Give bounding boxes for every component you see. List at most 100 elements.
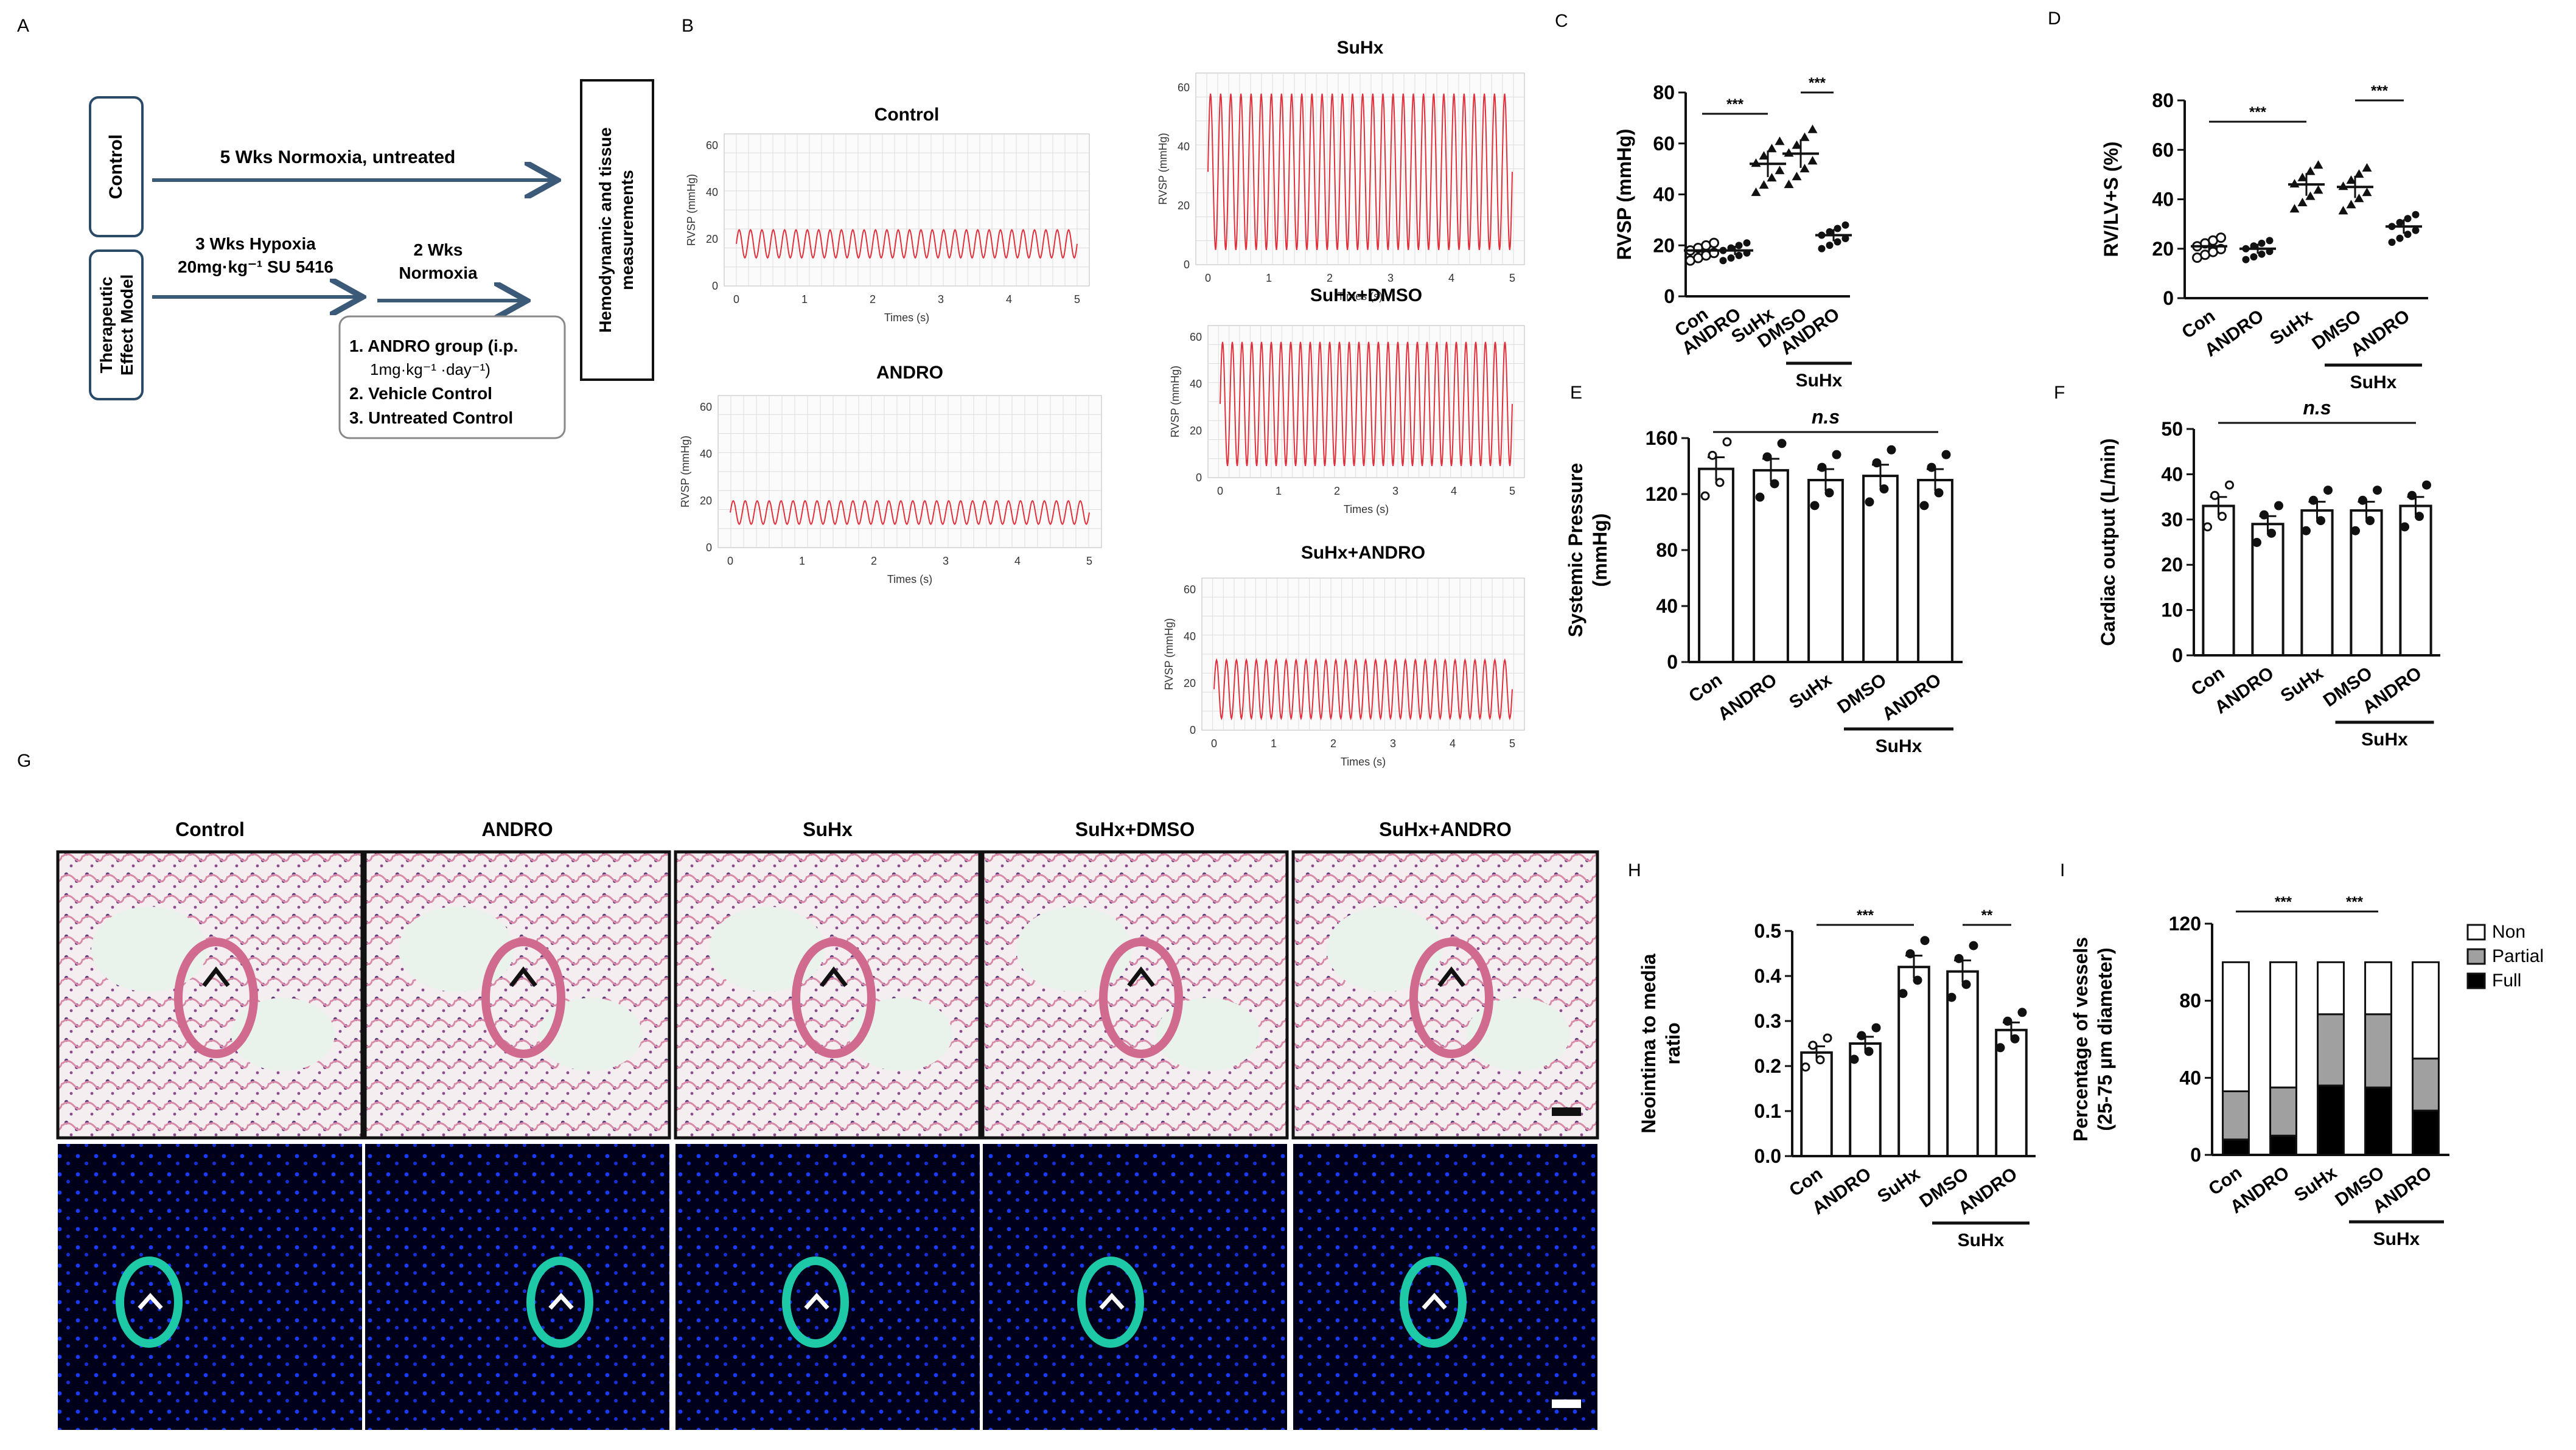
y-tick-label: 40 [2161, 463, 2183, 485]
stacked-segment-full [2364, 1086, 2392, 1156]
y-tick-label: 160 [1646, 427, 1678, 449]
panel-letter-d: D [2048, 9, 2061, 29]
trace-ytick: 40 [706, 186, 718, 198]
data-point [1792, 172, 1802, 181]
arrowhead-marker [1099, 1292, 1125, 1310]
trace-ytick: 20 [700, 495, 712, 507]
data-point [2415, 512, 2424, 521]
trace-ylabel: RVSP (mmHg) [685, 174, 697, 246]
data-point [2242, 256, 2250, 263]
stacked-segment-partial [2222, 1090, 2250, 1141]
data-point [2400, 522, 2409, 532]
data-point [2258, 239, 2266, 247]
data-point [2358, 495, 2367, 505]
data-point [2313, 160, 2323, 169]
fluorescence-micrograph [365, 1144, 669, 1430]
data-point [1700, 491, 1710, 501]
trace-title: SuHx+ANDRO [1301, 543, 1425, 563]
arrow-hypoxia-line2: 20mg·kg⁻¹ SU 5416 [178, 257, 333, 276]
data-point [1767, 144, 1777, 153]
trace-xlabel: Times (s) [1344, 503, 1389, 515]
y-tick-label: 10 [2161, 599, 2183, 621]
fluorescence-micrograph [58, 1144, 362, 1430]
data-point [2354, 193, 2364, 203]
stacked-segment-non [2364, 961, 2392, 1016]
legend-label: Partial [2492, 946, 2544, 966]
bar [1698, 467, 1734, 663]
data-point [1872, 458, 1882, 468]
trace-xtick: 5 [1509, 737, 1515, 750]
data-point [2407, 490, 2417, 500]
data-point [2289, 204, 2300, 213]
ns-label: n.s [2303, 397, 2331, 419]
micrograph-title: SuHx+DMSO [1075, 818, 1195, 840]
stacked-segment-non [2222, 961, 2250, 1093]
data-point [2260, 510, 2269, 520]
y-tick-label: 80 [1656, 539, 1678, 561]
trace-xlabel: Times (s) [1338, 290, 1383, 302]
data-point [1824, 488, 1834, 498]
micrograph-title: SuHx [803, 818, 853, 840]
data-point [1799, 132, 1810, 141]
y-tick-label: 80 [2152, 89, 2174, 111]
trace-ylabel: RVSP (mmHg) [1157, 133, 1169, 204]
y-tick-label: 0 [2172, 644, 2183, 666]
vessel-fluorescence [1077, 1257, 1144, 1348]
vessel-fluorescence [782, 1257, 849, 1348]
trace-ylabel: RVSP (mmHg) [1163, 618, 1175, 690]
group-label: SuHx [1796, 371, 1843, 391]
trace-xtick: 4 [1006, 293, 1012, 305]
data-point [1927, 462, 1936, 472]
x-category-label: ANDRO [1879, 670, 1945, 725]
y-tick-label: 20 [1653, 234, 1675, 256]
data-point [2351, 526, 2360, 535]
group-label: SuHx [2373, 1229, 2420, 1249]
data-point [2313, 185, 2323, 194]
data-point [1719, 257, 1727, 265]
vessel-fluorescence [526, 1257, 593, 1348]
data-point [1743, 239, 1751, 247]
data-point [2422, 480, 2431, 490]
y-tick-label: 120 [1646, 483, 1678, 505]
he-stained-micrograph [1291, 850, 1599, 1140]
y-tick-label: 0.0 [1754, 1145, 1781, 1167]
trace-ylabel: RVSP (mmHg) [679, 436, 691, 507]
trace-xtick: 4 [1448, 272, 1454, 284]
data-point [2404, 215, 2412, 223]
y-tick-label: 0 [1664, 285, 1675, 307]
panel-letter-a: A [17, 16, 29, 36]
alveolar-space [1016, 907, 1132, 992]
arrowhead-marker [1127, 966, 1155, 988]
data-point [2010, 1034, 2020, 1044]
significance-label: *** [2249, 104, 2267, 120]
data-point [2252, 537, 2261, 547]
alveolar-space [91, 907, 207, 992]
legend-swatch [2466, 924, 2486, 941]
trace-xtick: 1 [1266, 272, 1272, 284]
data-point [1969, 941, 1978, 950]
trace-ytick: 60 [1190, 331, 1202, 343]
y-tick-label: 20 [2152, 238, 2174, 260]
fluorescence-micrograph [1293, 1144, 1597, 1430]
stacked-segment-partial [2364, 1013, 2392, 1089]
stacked-segment-non [2317, 961, 2345, 1016]
model-label-line2: Effect Model [117, 274, 136, 375]
data-point [2297, 172, 2308, 181]
trace-ytick: 60 [1184, 584, 1196, 596]
data-point [1898, 989, 1908, 999]
group-label: SuHx [2350, 372, 2397, 392]
arrowhead-marker [509, 966, 537, 988]
data-point [1762, 452, 1772, 462]
fluorescence-micrograph [675, 1144, 980, 1430]
scale-bar [1552, 1399, 1581, 1408]
data-point [2404, 231, 2412, 239]
group-label: SuHx [1958, 1230, 2005, 1250]
trace-title: ANDRO [876, 363, 943, 383]
panel-letter-e: E [1570, 383, 1582, 403]
data-point [1841, 221, 1849, 229]
y-tick-label: 40 [1653, 184, 1675, 206]
data-point [1934, 488, 1944, 498]
data-point [1722, 437, 1732, 447]
trace-xtick: 0 [1211, 737, 1217, 750]
vessel-fluorescence [1400, 1257, 1467, 1348]
